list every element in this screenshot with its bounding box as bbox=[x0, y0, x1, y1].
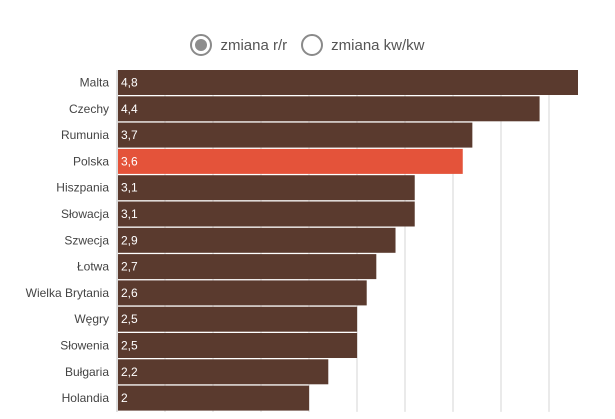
value-label-4: 3,1 bbox=[121, 181, 138, 195]
category-label-12: Holandia bbox=[62, 391, 110, 405]
option-qoq-label: zmiana kw/kw bbox=[331, 36, 425, 54]
radio-qoq[interactable] bbox=[301, 34, 324, 56]
value-label-12: 2 bbox=[121, 391, 128, 405]
option-qoq[interactable]: zmiana kw/kw bbox=[301, 34, 425, 56]
bar-11[interactable] bbox=[118, 359, 329, 385]
category-label-9: Węgry bbox=[74, 312, 109, 326]
value-label-6: 2,9 bbox=[121, 233, 138, 247]
category-label-2: Rumunia bbox=[61, 128, 109, 142]
bar-7[interactable] bbox=[118, 254, 377, 280]
category-label-6: Szwecja bbox=[64, 233, 109, 247]
category-label-8: Wielka Brytania bbox=[26, 286, 110, 300]
value-label-7: 2,7 bbox=[121, 260, 138, 274]
bar-6[interactable] bbox=[118, 227, 396, 253]
bar-4[interactable] bbox=[118, 175, 415, 201]
value-label-0: 4,8 bbox=[121, 76, 138, 90]
category-label-10: Słowenia bbox=[60, 339, 109, 353]
category-label-0: Malta bbox=[80, 76, 110, 90]
category-label-5: Słowacja bbox=[61, 207, 109, 221]
bar-12[interactable] bbox=[118, 385, 310, 411]
category-label-3: Polska bbox=[73, 154, 109, 168]
category-label-1: Czechy bbox=[69, 102, 109, 116]
bar-2[interactable] bbox=[118, 122, 473, 148]
bar-1[interactable] bbox=[118, 96, 540, 122]
bar-10[interactable] bbox=[118, 333, 358, 358]
radio-yoy-selected[interactable] bbox=[190, 34, 213, 56]
bar-0[interactable] bbox=[118, 70, 578, 95]
value-label-1: 4,4 bbox=[121, 102, 138, 116]
option-yoy[interactable]: zmiana r/r bbox=[190, 34, 287, 56]
value-label-3: 3,6 bbox=[121, 154, 138, 168]
value-label-11: 2,2 bbox=[121, 365, 138, 379]
value-label-5: 3,1 bbox=[121, 207, 138, 221]
value-label-10: 2,5 bbox=[121, 339, 138, 353]
category-label-7: Łotwa bbox=[77, 260, 109, 274]
bar-3[interactable] bbox=[118, 148, 463, 174]
bar-8[interactable] bbox=[118, 280, 367, 306]
category-label-4: Hiszpania bbox=[56, 181, 109, 195]
value-label-2: 3,7 bbox=[121, 128, 138, 142]
category-label-11: Bułgaria bbox=[65, 365, 109, 379]
value-label-9: 2,5 bbox=[121, 312, 138, 326]
bar-5[interactable] bbox=[118, 201, 415, 227]
value-label-8: 2,6 bbox=[121, 286, 138, 300]
change-type-toggle: zmiana r/r zmiana kw/kw bbox=[0, 32, 615, 58]
bar-9[interactable] bbox=[118, 306, 358, 332]
option-yoy-label: zmiana r/r bbox=[220, 36, 288, 54]
